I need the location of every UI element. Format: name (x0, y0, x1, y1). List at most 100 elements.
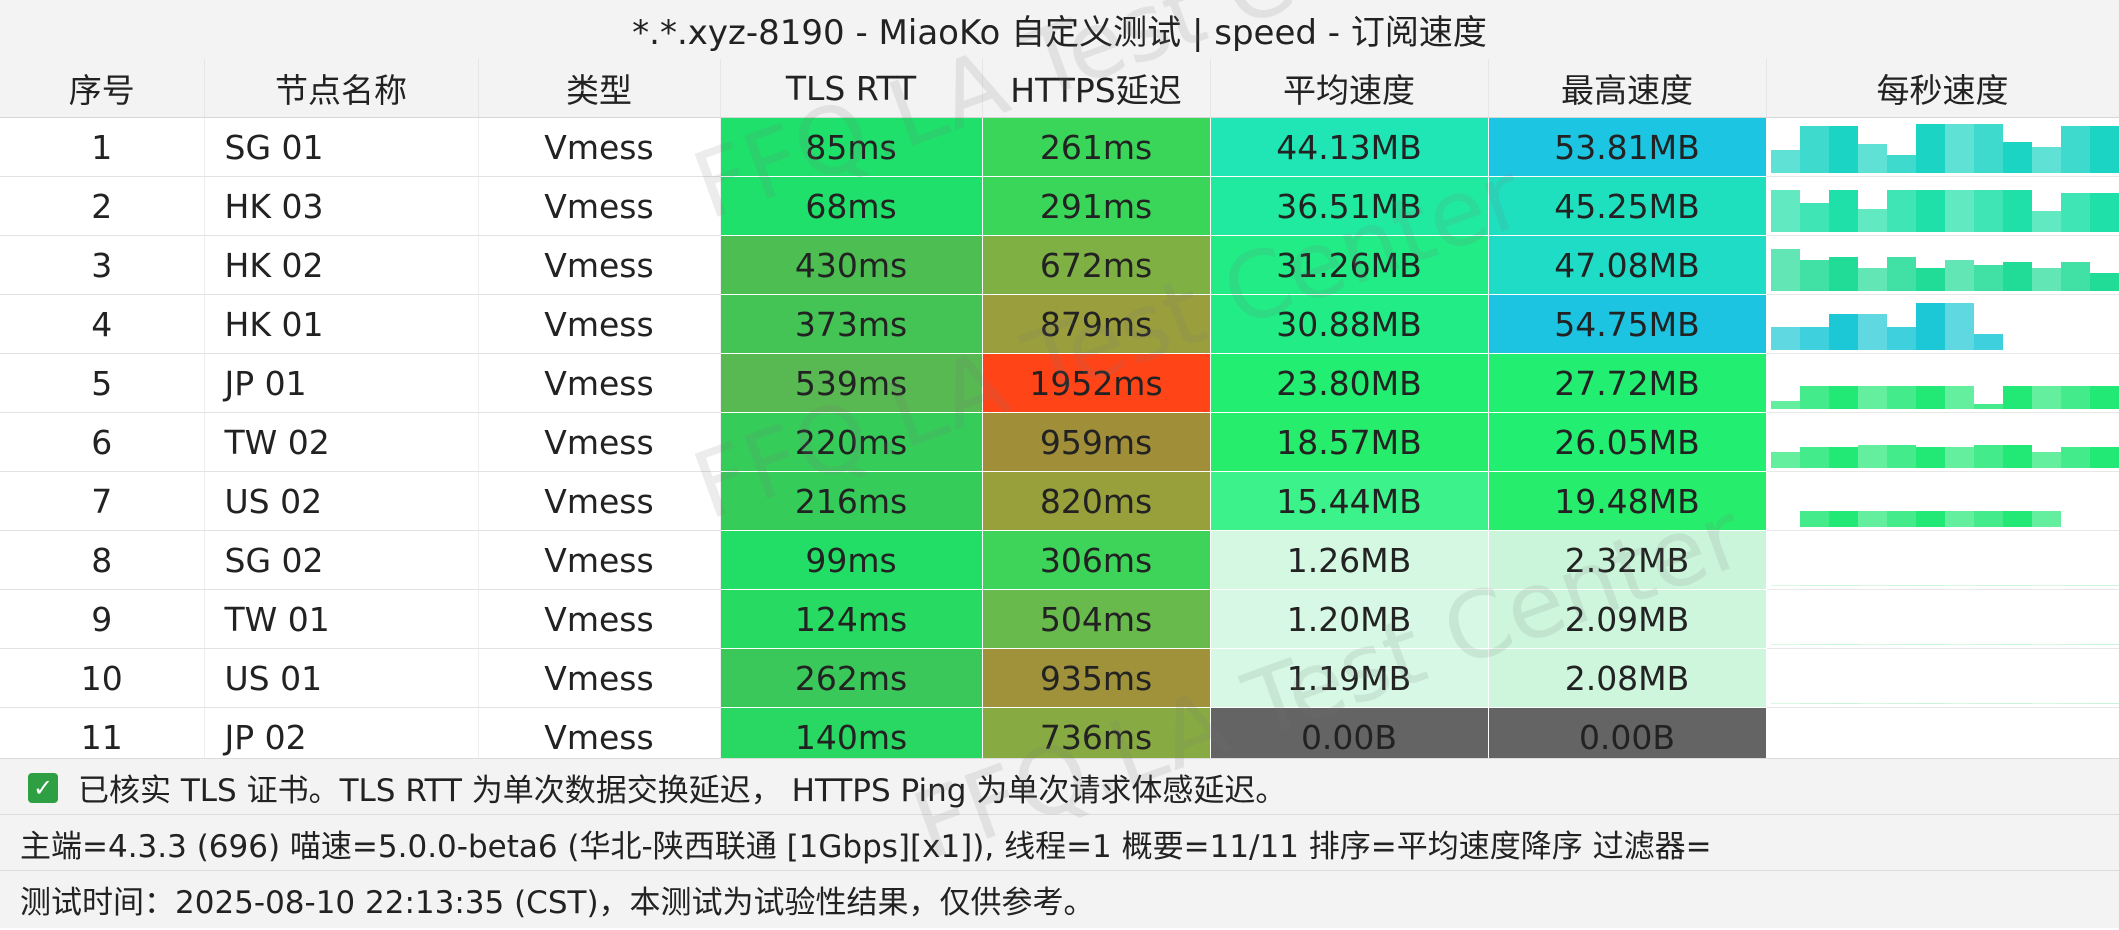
speed-bar (1886, 703, 1917, 704)
row-type: Vmess (478, 294, 721, 354)
row-index: 1 (0, 117, 205, 177)
speed-bar (2089, 447, 2118, 468)
results-table: 序号 节点名称 类型 TLS RTT HTTPS延迟 平均速度 最高速度 每秒速… (0, 59, 2119, 767)
row-avg-speed: 0.00B (1210, 707, 1489, 767)
speed-bar (2060, 585, 2091, 586)
table-row[interactable]: 5 JP 01 Vmess 539ms 1952ms 23.80MB 27.72MB (0, 353, 2119, 413)
speed-bar (1770, 327, 1801, 350)
speed-bar (1828, 585, 1859, 586)
row-index: 5 (0, 353, 205, 413)
table-row[interactable]: 3 HK 02 Vmess 430ms 672ms 31.26MB 47.08MB (0, 235, 2119, 295)
speed-bar (1944, 511, 1975, 527)
speed-bar (2089, 193, 2118, 232)
row-max-speed: 47.08MB (1488, 235, 1767, 295)
speed-bar (1886, 644, 1917, 645)
row-https-latency: 261ms (982, 117, 1211, 177)
row-per-second-speed (1766, 176, 2119, 236)
speed-bar (2002, 445, 2033, 468)
footer-config: 主端=4.3.3 (696) 喵速=5.0.0-beta6 (华北-陕西联通 [… (0, 814, 2119, 872)
footer-line-1: 已核实 TLS 证书。TLS RTT 为单次数据交换延迟， HTTPS Ping… (78, 773, 1287, 809)
row-index: 4 (0, 294, 205, 354)
row-tls-rtt: 430ms (720, 235, 983, 295)
row-tls-rtt: 140ms (720, 707, 983, 767)
col-header-type[interactable]: 类型 (478, 59, 721, 118)
row-type: Vmess (478, 648, 721, 708)
row-type: Vmess (478, 176, 721, 236)
speed-bar (1857, 644, 1888, 645)
row-index: 6 (0, 412, 205, 472)
speed-bar (1886, 445, 1917, 468)
row-per-second-speed (1766, 412, 2119, 472)
col-header-index[interactable]: 序号 (0, 59, 205, 118)
speed-bar (1973, 644, 2004, 645)
speed-bar (1944, 124, 1975, 173)
col-header-node-name[interactable]: 节点名称 (204, 59, 479, 118)
speed-bar (1915, 511, 1946, 527)
speed-bar (1973, 334, 2004, 350)
speed-bar (1973, 703, 2004, 704)
speed-bar (1915, 124, 1946, 173)
col-header-tls-rtt[interactable]: TLS RTT (720, 59, 983, 118)
row-index: 8 (0, 530, 205, 590)
footer-tls-note: ✓ 已核实 TLS 证书。TLS RTT 为单次数据交换延迟， HTTPS Pi… (0, 758, 2119, 816)
table-row[interactable]: 2 HK 03 Vmess 68ms 291ms 36.51MB 45.25MB (0, 176, 2119, 236)
speed-bar (1915, 703, 1946, 704)
col-header-https-latency[interactable]: HTTPS延迟 (982, 59, 1211, 118)
speed-bar (1886, 327, 1917, 350)
speed-bar (2031, 644, 2062, 645)
row-per-second-speed (1766, 648, 2119, 708)
speed-bar (1973, 404, 2004, 409)
table-row[interactable]: 9 TW 01 Vmess 124ms 504ms 1.20MB 2.09MB (0, 589, 2119, 649)
row-node-name: US 01 (204, 648, 479, 708)
speed-bar (2089, 644, 2118, 645)
col-header-max-speed[interactable]: 最高速度 (1488, 59, 1767, 118)
col-header-per-second-speed[interactable]: 每秒速度 (1766, 59, 2119, 118)
speed-bar (1828, 703, 1859, 704)
row-avg-speed: 1.20MB (1210, 589, 1489, 649)
speed-bar (2002, 585, 2033, 586)
speed-bar (1770, 401, 1801, 409)
speed-bar (1857, 144, 1888, 173)
speed-bar (1973, 585, 2004, 586)
speed-bar (1915, 303, 1946, 350)
speed-bar (1828, 511, 1859, 527)
table-row[interactable]: 6 TW 02 Vmess 220ms 959ms 18.57MB 26.05MB (0, 412, 2119, 472)
speed-bar (1828, 447, 1859, 468)
row-index: 11 (0, 707, 205, 767)
row-tls-rtt: 99ms (720, 530, 983, 590)
table-row[interactable]: 7 US 02 Vmess 216ms 820ms 15.44MB 19.48MB (0, 471, 2119, 531)
speed-bar (2060, 193, 2091, 232)
table-row[interactable]: 10 US 01 Vmess 262ms 935ms 1.19MB 2.08MB (0, 648, 2119, 708)
table-row[interactable]: 1 SG 01 Vmess 85ms 261ms 44.13MB 53.81MB (0, 117, 2119, 177)
speed-bar (2089, 585, 2118, 586)
row-node-name: US 02 (204, 471, 479, 531)
speed-bar (1886, 190, 1917, 232)
speed-bar (1799, 585, 1830, 586)
table-row[interactable]: 11 JP 02 Vmess 140ms 736ms 0.00B 0.00B (0, 707, 2119, 767)
speed-bar (1944, 190, 1975, 232)
speed-bar (1857, 703, 1888, 704)
table-row[interactable]: 8 SG 02 Vmess 99ms 306ms 1.26MB 2.32MB (0, 530, 2119, 590)
row-max-speed: 2.32MB (1488, 530, 1767, 590)
row-avg-speed: 44.13MB (1210, 117, 1489, 177)
speed-bar (1973, 265, 2004, 291)
speed-bar (2031, 585, 2062, 586)
col-header-avg-speed[interactable]: 平均速度 (1210, 59, 1489, 118)
speed-bar (1973, 190, 2004, 232)
table-row[interactable]: 4 HK 01 Vmess 373ms 879ms 30.88MB 54.75MB (0, 294, 2119, 354)
row-node-name: TW 01 (204, 589, 479, 649)
row-index: 10 (0, 648, 205, 708)
row-node-name: JP 02 (204, 707, 479, 767)
speed-bar (2031, 511, 2062, 527)
speed-bar (1770, 150, 1801, 173)
speed-bar (2060, 644, 2091, 645)
speed-bar (2060, 126, 2091, 173)
row-https-latency: 1952ms (982, 353, 1211, 413)
row-type: Vmess (478, 707, 721, 767)
speed-bar (1915, 190, 1946, 232)
speed-bar (1886, 511, 1917, 527)
speed-bar (1857, 585, 1888, 586)
row-tls-rtt: 262ms (720, 648, 983, 708)
row-https-latency: 672ms (982, 235, 1211, 295)
speed-bar (1886, 155, 1917, 173)
